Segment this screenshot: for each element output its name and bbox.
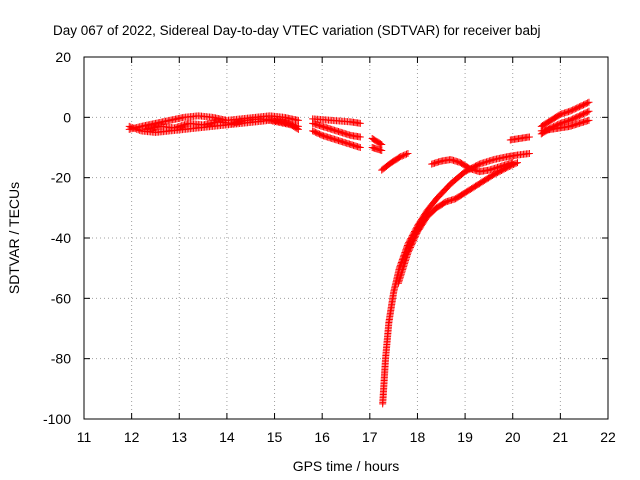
data-point bbox=[378, 147, 386, 155]
data-point bbox=[584, 108, 592, 116]
data-point bbox=[356, 133, 364, 141]
x-tick-label: 22 bbox=[600, 429, 616, 445]
data-point bbox=[398, 152, 406, 160]
data-point bbox=[378, 140, 386, 148]
data-point bbox=[293, 125, 301, 133]
data-point bbox=[377, 140, 385, 148]
x-tick-label: 15 bbox=[267, 429, 283, 445]
x-tick-label: 19 bbox=[457, 429, 473, 445]
plot-frame bbox=[83, 56, 609, 420]
data-points bbox=[125, 98, 593, 408]
y-tick-label: 20 bbox=[55, 49, 71, 65]
x-tick-label: 17 bbox=[362, 429, 378, 445]
data-point bbox=[397, 153, 405, 161]
x-tick-label: 11 bbox=[77, 429, 92, 445]
y-axis-label: SDTVAR / TECUs bbox=[6, 182, 22, 294]
x-tick-label: 16 bbox=[314, 429, 330, 445]
chart-title: Day 067 of 2022, Sidereal Day-to-day VTE… bbox=[53, 23, 540, 38]
y-tick-label: -60 bbox=[51, 290, 71, 306]
y-tick-label: 0 bbox=[63, 109, 71, 125]
x-tick-label: 18 bbox=[410, 429, 426, 445]
data-point bbox=[402, 150, 410, 158]
y-tick-label: -100 bbox=[43, 411, 71, 427]
data-point bbox=[400, 151, 408, 159]
data-point bbox=[401, 151, 409, 159]
axis-ticks: 11 12 13 14 15 16 17 18 19 20 21 22 20 0 -20 -40 -60 -80 -… bbox=[43, 49, 616, 445]
x-tick-label: 20 bbox=[505, 429, 521, 445]
data-point bbox=[294, 125, 302, 133]
x-tick-label: 13 bbox=[171, 429, 187, 445]
data-point bbox=[509, 159, 517, 167]
y-tick-label: -40 bbox=[51, 230, 71, 246]
data-point bbox=[584, 99, 592, 107]
grid-lines bbox=[84, 57, 608, 419]
data-point bbox=[356, 144, 364, 151]
data-point bbox=[404, 150, 412, 158]
x-tick-label: 12 bbox=[124, 429, 140, 445]
data-point bbox=[294, 116, 302, 124]
data-point bbox=[356, 119, 364, 127]
x-tick-label: 14 bbox=[219, 429, 235, 445]
y-tick-label: -20 bbox=[51, 170, 71, 186]
data-point bbox=[525, 133, 533, 141]
x-tick-label: 21 bbox=[553, 429, 569, 445]
x-axis-label: GPS time / hours bbox=[293, 458, 400, 474]
data-point bbox=[585, 98, 593, 106]
data-point bbox=[525, 150, 533, 158]
data-point bbox=[585, 116, 593, 124]
data-point bbox=[585, 107, 593, 115]
y-tick-label: -80 bbox=[51, 351, 71, 367]
